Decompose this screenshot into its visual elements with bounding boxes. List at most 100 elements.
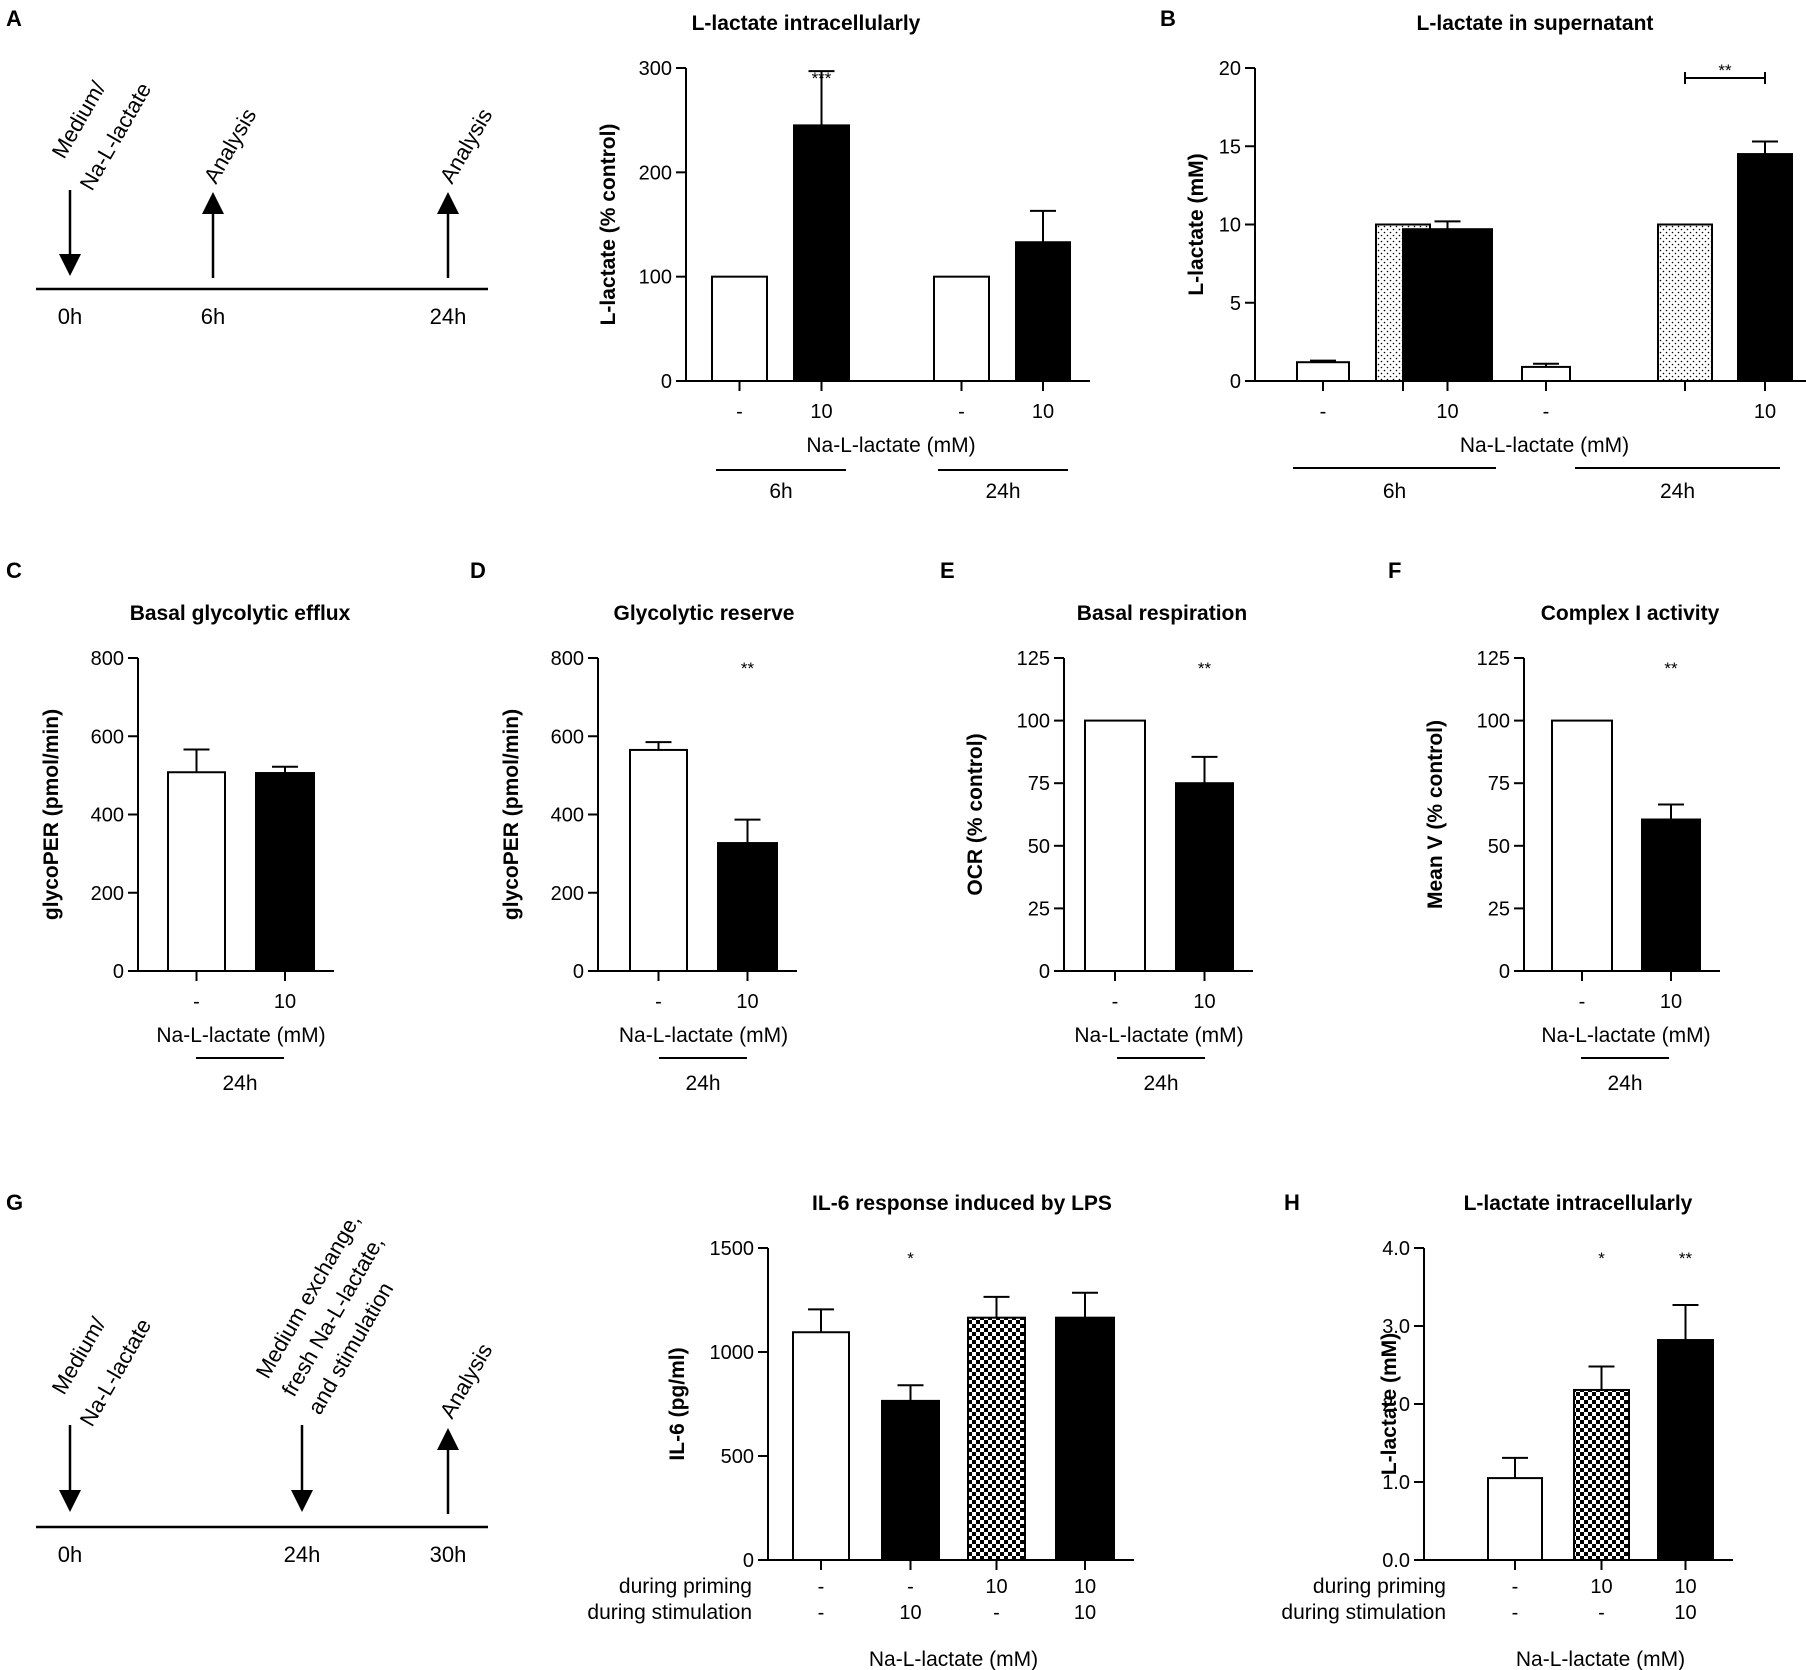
x-category-label: 10 [274, 991, 296, 1013]
chart-title: L-lactate intracellularly [1464, 1192, 1693, 1215]
y-tick-label: 0 [1230, 371, 1241, 393]
y-axis-label: L-lactate (mM) [1185, 153, 1208, 295]
bar [793, 124, 850, 382]
chart-c-basal-glycolytic: Basal glycolytic efflux 0 200 400 600 800 glyc… [40, 602, 351, 1095]
bar [1296, 361, 1350, 383]
panel-label-c: C [6, 558, 22, 583]
chart-title: L-lactate in supernatant [1417, 12, 1654, 35]
x-category-label: - [1543, 401, 1550, 423]
significance-marker: ** [741, 659, 755, 678]
timeline-a-analysis-2: Analysis [435, 104, 498, 187]
y-tick-label: 0 [573, 961, 584, 983]
bar [1641, 818, 1701, 972]
x-category-label: - [736, 401, 743, 423]
y-tick-label: 0 [113, 961, 124, 983]
down-arrow-icon [59, 254, 81, 276]
y-tick-label: 0 [1499, 961, 1510, 983]
row-label: during stimulation [587, 1601, 752, 1624]
up-arrow-icon [437, 1428, 459, 1450]
x-category-label: 10 [736, 991, 758, 1013]
y-tick-label: 10 [1219, 215, 1241, 237]
group-label: 24h [1660, 480, 1695, 503]
x-category-label: - [1579, 991, 1586, 1013]
chart-b-supernatant: L-lactate in supernatant 0 5 10 15 20 L-lactat… [1185, 12, 1806, 503]
y-tick-label: 600 [91, 726, 124, 748]
x-category-label: 10 [1193, 991, 1215, 1013]
panel-label-h: H [1284, 1190, 1300, 1215]
chart-title: Complex I activity [1541, 602, 1720, 625]
y-tick-label: 500 [721, 1446, 754, 1468]
y-tick-label: 0.0 [1382, 1550, 1410, 1572]
row-cell: 10 [1074, 1576, 1096, 1598]
y-axis-label: glycoPER (pmol/min) [500, 709, 523, 920]
timeline-a-time-1: 6h [201, 304, 225, 329]
bar [1657, 223, 1713, 382]
timeline-g-analysis: Analysis [435, 1339, 498, 1422]
group-label: 24h [985, 480, 1020, 503]
row-label: during priming [1313, 1575, 1446, 1598]
row-cell: 10 [1674, 1602, 1696, 1624]
y-tick-label: 50 [1028, 836, 1050, 858]
x-axis-label: Na-L-lactate (mM) [806, 434, 975, 457]
group-label: 6h [1383, 480, 1406, 503]
y-axis-label: Mean V (% control) [1424, 720, 1447, 909]
x-axis-label: Na-L-lactate (mM) [156, 1024, 325, 1047]
row-cell: - [1512, 1602, 1519, 1624]
row-cell: 10 [1674, 1576, 1696, 1598]
y-tick-label: 800 [91, 648, 124, 670]
y-tick-label: 50 [1488, 836, 1510, 858]
bar [933, 275, 990, 382]
chart-title: L-lactate intracellularly [692, 12, 921, 35]
chart-a-intracellular: L-lactate intracellularly 0 100 200 300 L-lac… [597, 12, 1090, 503]
y-tick-label: 0 [743, 1550, 754, 1572]
bar [1175, 782, 1234, 973]
group-label: 24h [1143, 1072, 1178, 1095]
y-tick-label: 400 [551, 805, 584, 827]
y-tick-label: 2.0 [1382, 1394, 1410, 1416]
y-tick-label: 25 [1488, 898, 1510, 920]
panel-label-g: G [6, 1190, 23, 1215]
timeline-a-time-2: 24h [430, 304, 467, 329]
y-tick-label: 1000 [710, 1342, 755, 1364]
x-category-label: 10 [1754, 401, 1776, 423]
y-tick-label: 1500 [710, 1238, 755, 1260]
bar [881, 1399, 940, 1561]
panel-label-d: D [470, 558, 486, 583]
panel-label-f: F [1388, 558, 1401, 583]
y-axis-label: OCR (% control) [964, 733, 987, 895]
group-label: 6h [769, 480, 792, 503]
x-category-label: - [193, 991, 200, 1013]
y-tick-label: 200 [551, 883, 584, 905]
row-label: during stimulation [1281, 1601, 1446, 1624]
group-label: 24h [685, 1072, 720, 1095]
y-tick-label: 75 [1028, 773, 1050, 795]
significance-marker: ** [1718, 61, 1732, 80]
significance-marker: ** [1664, 659, 1678, 678]
row-cell: - [818, 1576, 825, 1598]
significance-marker: * [907, 1249, 914, 1268]
x-axis-label: Na-L-lactate (mM) [1541, 1024, 1710, 1047]
bar [1551, 719, 1613, 972]
y-tick-label: 300 [639, 58, 672, 80]
y-tick-label: 1.0 [1382, 1472, 1410, 1494]
y-axis-label: glycoPER (pmol/min) [40, 709, 63, 920]
bar [1084, 719, 1146, 972]
x-axis-label: Na-L-lactate (mM) [869, 1648, 1038, 1670]
significance-marker: *** [812, 69, 832, 88]
chart-g-il6: IL-6 response induced by LPS 0 500 1000 1500… [587, 1192, 1134, 1670]
bar [167, 771, 226, 972]
y-tick-label: 3.0 [1382, 1316, 1410, 1338]
x-category-label: - [655, 991, 662, 1013]
y-tick-label: 75 [1488, 773, 1510, 795]
timeline-a-time-0: 0h [58, 304, 82, 329]
row-cell: - [818, 1602, 825, 1624]
y-tick-label: 25 [1028, 898, 1050, 920]
bar [1573, 1388, 1630, 1561]
timeline-g: Medium/ Na-L-lactate Medium exchange, fr… [36, 1209, 497, 1567]
bar [1657, 1339, 1714, 1562]
chart-title: Basal respiration [1077, 602, 1247, 625]
timeline-g-time-1: 24h [284, 1542, 321, 1567]
panel-label-e: E [940, 558, 955, 583]
y-axis-label: IL-6 (pg/ml) [666, 1347, 689, 1460]
